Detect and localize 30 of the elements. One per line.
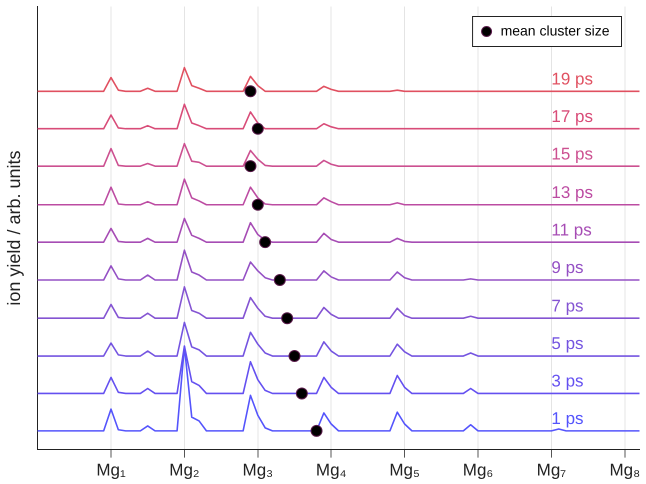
series-label: 3 ps <box>551 372 584 391</box>
legend-label: mean cluster size <box>500 22 610 38</box>
x-tick-label: Mg₁ <box>96 460 126 480</box>
point <box>274 274 286 286</box>
point <box>288 350 301 362</box>
x-tick-label: Mg₇ <box>536 460 566 480</box>
point <box>281 312 294 324</box>
point <box>244 85 256 98</box>
x-tick-label: Mg₂ <box>169 460 200 480</box>
series-label: 15 ps <box>551 144 594 164</box>
series-label: 13 ps <box>551 182 594 202</box>
series-label: 7 ps <box>551 296 584 316</box>
point <box>296 387 308 400</box>
x-tick-label: Mg₃ <box>242 460 274 480</box>
point <box>252 198 264 211</box>
point <box>244 160 256 172</box>
x-tick-label: Mg₅ <box>389 460 420 480</box>
y-axis-title: ion yield / arb. units <box>4 150 24 306</box>
x-tick-label: Mg₄ <box>316 460 347 480</box>
series-label: 1 ps <box>551 409 584 428</box>
x-tick-label: Mg₆ <box>462 460 494 480</box>
series-label: 19 ps <box>551 69 594 88</box>
point <box>259 236 272 248</box>
x-tick-label: Mg₈ <box>609 460 640 480</box>
series-label: 17 ps <box>551 106 594 126</box>
series-label: 11 ps <box>551 220 592 240</box>
point <box>310 424 323 437</box>
series-label: 9 ps <box>551 258 584 278</box>
point <box>252 122 264 135</box>
series-label: 5 ps <box>551 334 584 354</box>
